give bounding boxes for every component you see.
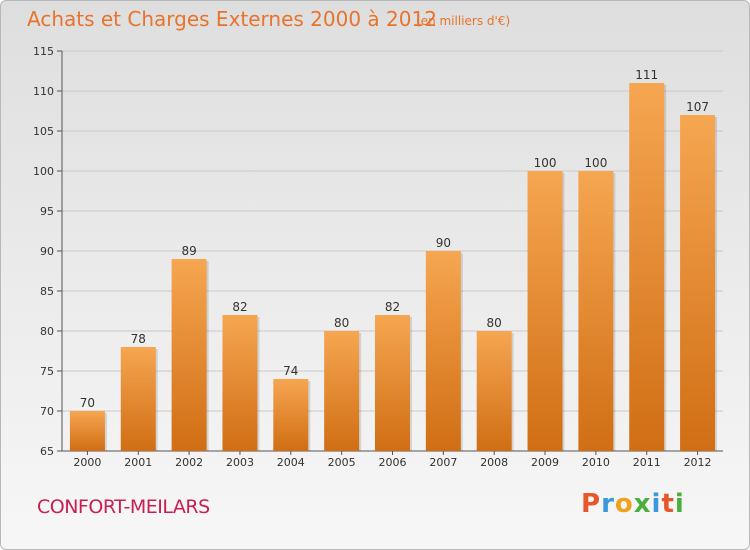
bar-2009 bbox=[527, 171, 563, 451]
year-label-2006: 2006 bbox=[379, 456, 407, 469]
value-label-2012: 107 bbox=[686, 100, 709, 114]
value-label-2000: 70 bbox=[80, 396, 95, 410]
y-tick-label: 80 bbox=[40, 325, 54, 338]
x-axis-labels: 2000 2001 2002 2003 2004 2005 2006 2007 2008 2009… bbox=[73, 451, 712, 469]
value-label-2007: 90 bbox=[436, 236, 451, 250]
bar-2002 bbox=[171, 259, 207, 451]
year-label-2002: 2002 bbox=[175, 456, 203, 469]
value-label-2001: 78 bbox=[131, 332, 146, 346]
value-label-2006: 82 bbox=[385, 300, 400, 314]
y-tick-label: 85 bbox=[40, 285, 54, 298]
logo-letter: r bbox=[601, 489, 615, 519]
bar-2010 bbox=[578, 171, 614, 451]
year-label-2010: 2010 bbox=[582, 456, 610, 469]
year-label-2000: 2000 bbox=[73, 456, 101, 469]
chart-subtitle: (en milliers d'€) bbox=[416, 14, 511, 28]
year-label-2003: 2003 bbox=[226, 456, 254, 469]
year-label-2009: 2009 bbox=[531, 456, 559, 469]
bar-2006 bbox=[375, 315, 410, 451]
value-label-2008: 80 bbox=[487, 316, 502, 330]
bar-2008 bbox=[476, 331, 512, 451]
year-label-2007: 2007 bbox=[429, 456, 457, 469]
value-label-2002: 89 bbox=[181, 244, 196, 258]
value-label-2010: 100 bbox=[584, 156, 607, 170]
bar-2003 bbox=[222, 315, 258, 451]
logo-letter: t bbox=[661, 489, 675, 519]
value-label-2011: 111 bbox=[635, 68, 658, 82]
logo-letter: i bbox=[674, 489, 685, 519]
year-label-2011: 2011 bbox=[633, 456, 661, 469]
year-label-2005: 2005 bbox=[328, 456, 356, 469]
y-tick-label: 100 bbox=[33, 165, 54, 178]
bar-2005 bbox=[324, 331, 360, 451]
proxiti-logo: Proxiti bbox=[581, 489, 685, 519]
chart-title: Achats et Charges Externes 2000 à 2012 bbox=[27, 7, 437, 31]
y-tick-label: 75 bbox=[40, 365, 54, 378]
bar-2011 bbox=[629, 83, 665, 451]
logo-letter: P bbox=[581, 489, 602, 519]
year-label-2004: 2004 bbox=[277, 456, 305, 469]
year-label-2008: 2008 bbox=[480, 456, 508, 469]
commune-name: CONFORT-MEILARS bbox=[37, 496, 210, 518]
logo-letter: i bbox=[651, 489, 662, 519]
y-tick-label: 95 bbox=[40, 205, 54, 218]
year-label-2001: 2001 bbox=[124, 456, 152, 469]
bar-2012 bbox=[680, 115, 716, 451]
value-labels: 70 78 89 82 74 80 82 90 80 100 100 111 107 bbox=[80, 68, 709, 410]
bar-2001 bbox=[120, 347, 156, 451]
bar-2000 bbox=[69, 411, 105, 451]
value-label-2004: 74 bbox=[283, 364, 298, 378]
y-tick-label: 90 bbox=[40, 245, 54, 258]
y-tick-label: 105 bbox=[33, 125, 54, 138]
y-tick-label: 115 bbox=[33, 45, 54, 58]
y-tick-label: 110 bbox=[33, 85, 54, 98]
bar-2004 bbox=[273, 379, 309, 451]
bars bbox=[69, 83, 718, 451]
bar-2007 bbox=[425, 251, 461, 451]
logo-letter: x bbox=[633, 489, 652, 519]
value-label-2009: 100 bbox=[534, 156, 557, 170]
value-label-2005: 80 bbox=[334, 316, 349, 330]
logo-letter: o bbox=[614, 489, 634, 519]
year-label-2012: 2012 bbox=[684, 456, 712, 469]
y-tick-label: 70 bbox=[40, 405, 54, 418]
y-tick-label: 65 bbox=[40, 445, 54, 458]
value-label-2003: 82 bbox=[232, 300, 247, 314]
